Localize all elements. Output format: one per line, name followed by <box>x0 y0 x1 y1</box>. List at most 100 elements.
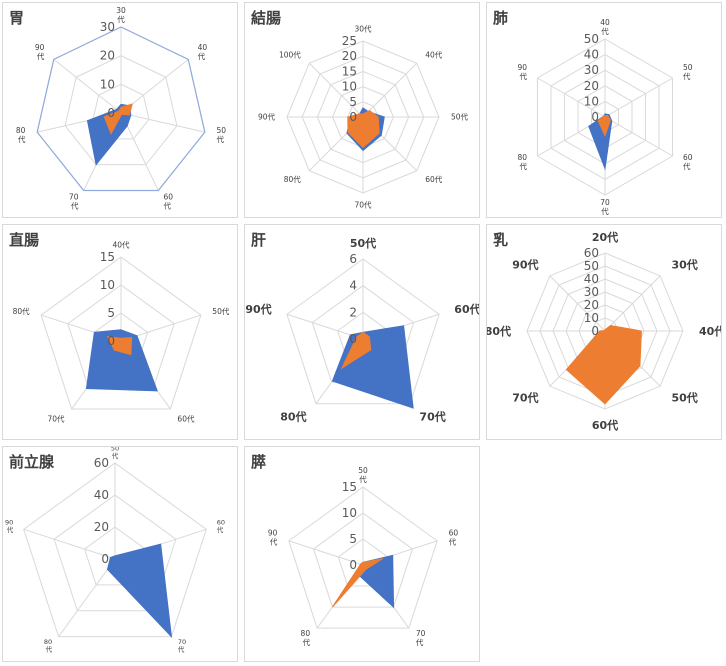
grid-ring <box>83 526 147 586</box>
tick-label: 50 <box>584 32 599 46</box>
grid-ring <box>92 83 150 140</box>
tick-label: 10 <box>342 80 357 94</box>
tick-label: 40 <box>584 272 599 286</box>
chart-panel-rectum: 直腸 0 5 10 15 40代 50代 60代 70代 80代 <box>2 224 238 440</box>
category-label: 60代 <box>425 174 443 184</box>
chart-title: 肝 <box>251 231 267 249</box>
tick-label: 30 <box>584 63 599 77</box>
tick-label: 15 <box>342 64 357 78</box>
grid-spoke <box>53 58 122 114</box>
tick-label: 60 <box>94 456 109 470</box>
tick-label: 25 <box>342 34 357 48</box>
series-2-area <box>347 109 380 149</box>
series-2-area <box>106 336 133 356</box>
grid-spoke <box>23 528 116 560</box>
tick-label: 15 <box>100 250 115 264</box>
grid-ring <box>23 462 207 638</box>
tick-label: 0 <box>591 110 599 124</box>
radar-chart: 0 2 4 6 50代 60代 70代 80代 90代 <box>245 236 480 424</box>
tick-label: 15 <box>342 480 357 494</box>
chart-title: 結腸 <box>251 9 282 27</box>
grid-ring <box>40 256 202 410</box>
chart-panel-liver: 肝 0 2 4 6 50代 60代 70代 80代 90代 <box>244 224 480 440</box>
chart-panel-stomach: 胃 0 10 20 30 30 代 40 代 50 代 60 代 70 代 80 代 90 代 <box>2 2 238 218</box>
chart-title: 乳 <box>493 231 509 249</box>
grid-spoke <box>549 275 606 332</box>
chart-panel-pancreas: 膵 0 5 10 15 50 代 60 代 70 代 80 代 90 代 <box>244 446 480 662</box>
tick-label: 20 <box>584 298 599 312</box>
category-label: 90代 <box>512 257 538 271</box>
grid-spoke <box>58 558 116 637</box>
tick-label: 10 <box>342 506 357 520</box>
chart-panel-lung: 肺 0 10 20 30 40 50 40 代 50 代 60 代 70 代 80 代 90 代 <box>486 2 722 218</box>
series-outline <box>36 26 206 192</box>
tick-label: 0 <box>349 558 357 572</box>
category-label: 90代 <box>245 302 271 316</box>
tick-label: 20 <box>342 49 357 63</box>
category-label: 100代 <box>279 49 301 59</box>
tick-label: 5 <box>349 95 357 109</box>
category-label: 50代 <box>212 306 230 316</box>
tick-label: 40 <box>94 488 109 502</box>
series-2-area <box>597 114 611 138</box>
grid-spoke <box>308 62 364 118</box>
grid-ring <box>312 512 414 608</box>
series-2-area <box>340 331 372 370</box>
grid-ring <box>53 494 177 612</box>
category-label: 70代 <box>354 200 372 210</box>
series-1-area <box>106 543 173 639</box>
grid-ring <box>337 538 389 587</box>
tick-label: 0 <box>349 332 357 346</box>
tick-label: 50 <box>584 259 599 273</box>
tick-label: 5 <box>107 306 115 320</box>
tick-label: 10 <box>100 77 115 91</box>
category-label: 30代 <box>671 257 697 271</box>
tick-label: 0 <box>349 110 357 124</box>
grid-ring <box>286 258 440 405</box>
category-label: 70代 <box>512 390 538 404</box>
category-label: 80代 <box>280 410 306 424</box>
tick-label: 20 <box>584 79 599 93</box>
tick-label: 30 <box>100 20 115 34</box>
category-label: 80代 <box>13 306 31 316</box>
chart-panel-breast: 乳 0 10 20 30 40 50 60 20代 30代 40代 50代 60代 70代 80代 90代 <box>486 224 722 440</box>
category-label: 50代 <box>451 112 469 122</box>
tick-label: 10 <box>584 311 599 325</box>
tick-label: 40 <box>584 48 599 62</box>
grid-spoke <box>288 540 364 566</box>
tick-label: 10 <box>100 278 115 292</box>
category-label: 60代 <box>592 418 618 432</box>
category-label: 60代 <box>454 302 480 316</box>
chart-panel-prostate: 前立腺 0 20 40 60 50 代 60 代 70 代 80 代 90 代 <box>2 446 238 662</box>
category-label: 40代 <box>112 240 130 250</box>
category-label: 70代 <box>48 413 66 423</box>
tick-label: 30 <box>584 285 599 299</box>
tick-label: 5 <box>349 532 357 546</box>
grid-ring <box>288 486 438 629</box>
grid-spoke <box>537 77 606 118</box>
category-label: 90代 <box>258 112 276 122</box>
chart-title: 肺 <box>493 9 509 27</box>
